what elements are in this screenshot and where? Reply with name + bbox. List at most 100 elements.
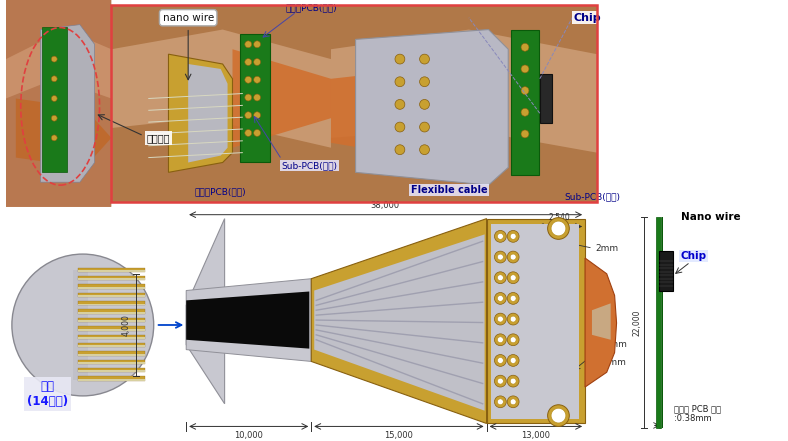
Circle shape <box>497 295 504 301</box>
FancyBboxPatch shape <box>43 26 67 172</box>
FancyBboxPatch shape <box>78 270 145 272</box>
Circle shape <box>419 122 429 132</box>
Text: 세라믹 PCB 두께
:0.38mm: 세라믹 PCB 두께 :0.38mm <box>674 404 721 423</box>
Circle shape <box>395 54 405 64</box>
FancyBboxPatch shape <box>540 74 552 123</box>
FancyBboxPatch shape <box>78 310 145 314</box>
Circle shape <box>494 231 506 242</box>
Circle shape <box>245 41 251 48</box>
Circle shape <box>548 218 569 239</box>
Polygon shape <box>111 5 331 59</box>
FancyBboxPatch shape <box>662 217 663 428</box>
FancyBboxPatch shape <box>78 360 145 364</box>
Polygon shape <box>188 64 228 162</box>
Circle shape <box>521 108 529 116</box>
Polygon shape <box>331 69 429 157</box>
Circle shape <box>497 254 504 260</box>
Polygon shape <box>232 49 331 148</box>
Circle shape <box>395 100 405 109</box>
Polygon shape <box>311 219 486 423</box>
FancyBboxPatch shape <box>486 219 585 423</box>
Text: 4,000: 4,000 <box>122 314 131 336</box>
Text: 2,540: 2,540 <box>548 213 571 221</box>
Polygon shape <box>585 258 616 387</box>
Circle shape <box>510 399 516 405</box>
FancyBboxPatch shape <box>78 326 145 331</box>
Polygon shape <box>16 98 111 168</box>
FancyBboxPatch shape <box>78 377 145 381</box>
Text: Sub-PCB(앞면): Sub-PCB(앞면) <box>564 192 620 202</box>
Circle shape <box>254 112 261 119</box>
Circle shape <box>494 396 506 408</box>
Polygon shape <box>331 5 597 54</box>
Circle shape <box>254 59 261 66</box>
Circle shape <box>497 378 504 384</box>
Circle shape <box>510 233 516 239</box>
Text: 0.9mm: 0.9mm <box>595 340 626 349</box>
Text: 1.5mm: 1.5mm <box>595 358 626 367</box>
Circle shape <box>51 96 58 101</box>
Circle shape <box>521 43 529 51</box>
Text: 38,000: 38,000 <box>370 201 400 210</box>
Circle shape <box>510 316 516 322</box>
Circle shape <box>497 316 504 322</box>
Circle shape <box>254 130 261 136</box>
Text: Chip: Chip <box>681 251 707 261</box>
FancyBboxPatch shape <box>78 278 145 280</box>
FancyBboxPatch shape <box>78 343 145 348</box>
Text: nano wire: nano wire <box>162 13 214 23</box>
Circle shape <box>497 358 504 363</box>
Circle shape <box>507 231 519 242</box>
FancyBboxPatch shape <box>659 251 673 291</box>
Circle shape <box>510 358 516 363</box>
Circle shape <box>507 334 519 346</box>
Circle shape <box>497 337 504 343</box>
Text: Flexible cable: Flexible cable <box>411 185 488 195</box>
FancyBboxPatch shape <box>78 351 145 356</box>
FancyBboxPatch shape <box>73 270 87 380</box>
Circle shape <box>419 77 429 87</box>
Circle shape <box>395 145 405 155</box>
Text: 13,000: 13,000 <box>522 431 550 441</box>
Polygon shape <box>40 25 95 182</box>
FancyBboxPatch shape <box>656 217 661 428</box>
Circle shape <box>245 59 251 66</box>
Circle shape <box>419 145 429 155</box>
FancyBboxPatch shape <box>78 368 145 373</box>
Text: 15,000: 15,000 <box>385 431 414 441</box>
Polygon shape <box>314 234 485 411</box>
Text: 세라믹PCB(앞면): 세라믹PCB(앞면) <box>195 187 247 197</box>
Circle shape <box>494 375 506 387</box>
Circle shape <box>521 87 529 94</box>
FancyBboxPatch shape <box>78 303 145 306</box>
FancyBboxPatch shape <box>78 337 145 339</box>
FancyBboxPatch shape <box>111 5 331 202</box>
FancyBboxPatch shape <box>78 293 145 297</box>
FancyBboxPatch shape <box>331 5 597 202</box>
FancyBboxPatch shape <box>78 345 145 348</box>
Circle shape <box>494 355 506 366</box>
FancyBboxPatch shape <box>78 268 145 272</box>
Circle shape <box>51 135 58 141</box>
Text: 2mm: 2mm <box>595 244 618 253</box>
Polygon shape <box>169 54 232 172</box>
Circle shape <box>497 233 504 239</box>
Circle shape <box>419 100 429 109</box>
Polygon shape <box>111 118 331 202</box>
FancyBboxPatch shape <box>78 320 145 322</box>
Text: 10,000: 10,000 <box>234 431 262 441</box>
Circle shape <box>12 254 154 396</box>
Circle shape <box>497 399 504 405</box>
Circle shape <box>507 292 519 304</box>
Circle shape <box>510 295 516 301</box>
Circle shape <box>419 54 429 64</box>
Circle shape <box>395 77 405 87</box>
Polygon shape <box>186 279 311 362</box>
Circle shape <box>494 292 506 304</box>
Circle shape <box>497 275 504 280</box>
Circle shape <box>494 313 506 325</box>
Polygon shape <box>331 128 597 202</box>
Polygon shape <box>186 292 310 349</box>
Circle shape <box>395 122 405 132</box>
FancyBboxPatch shape <box>511 30 539 176</box>
